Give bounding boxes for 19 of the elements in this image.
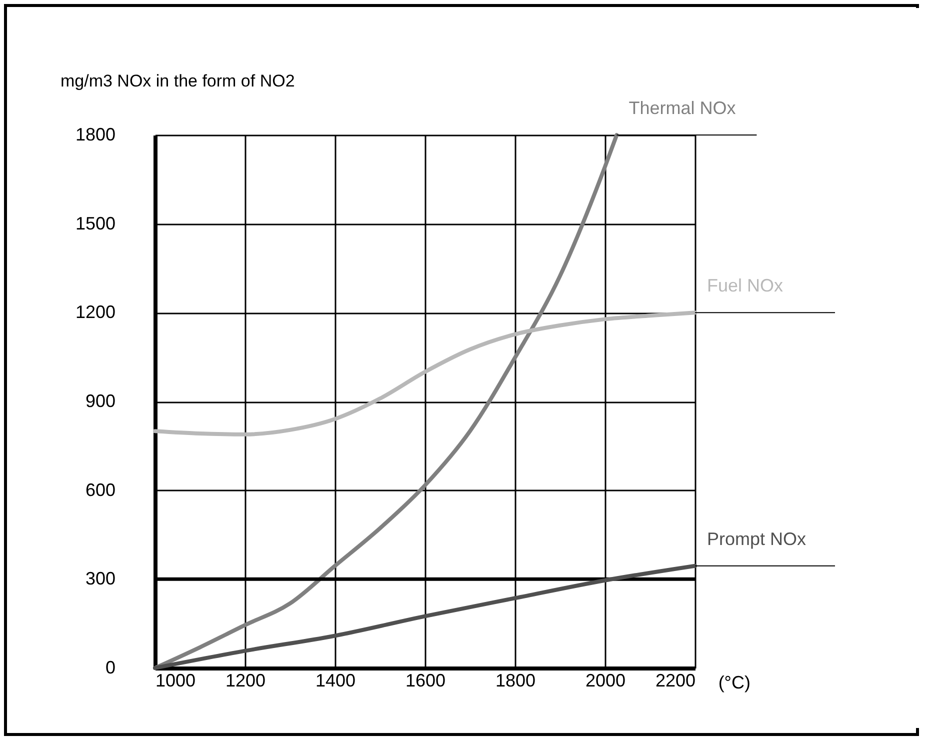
y-tick-label: 1500 — [75, 213, 116, 234]
x-tick-label: 2200 — [655, 670, 696, 690]
y-axis-title: mg/m3 NOx in the form of NO2 — [60, 72, 295, 90]
x-tick-label: 1200 — [225, 670, 266, 690]
y-tick-label: 900 — [85, 391, 116, 411]
y-tick-label: 0 — [105, 658, 116, 678]
series-label: Thermal NOx — [628, 98, 736, 118]
y-tick-label: 300 — [85, 568, 116, 589]
y-tick-label: 1200 — [75, 302, 116, 322]
x-tick-label: 2000 — [585, 670, 626, 690]
y-tick-label: 1800 — [75, 124, 116, 144]
x-tick-label: 1400 — [315, 670, 356, 690]
x-tick-label: 1000 — [156, 670, 196, 690]
x-tick-label: 1600 — [405, 670, 446, 690]
y-tick-label: 600 — [85, 480, 116, 500]
x-tick-label: 1800 — [495, 670, 536, 690]
series-label: Prompt NOx — [707, 528, 806, 549]
x-axis-title: (°C) — [718, 672, 750, 692]
series-label: Fuel NOx — [707, 276, 784, 296]
